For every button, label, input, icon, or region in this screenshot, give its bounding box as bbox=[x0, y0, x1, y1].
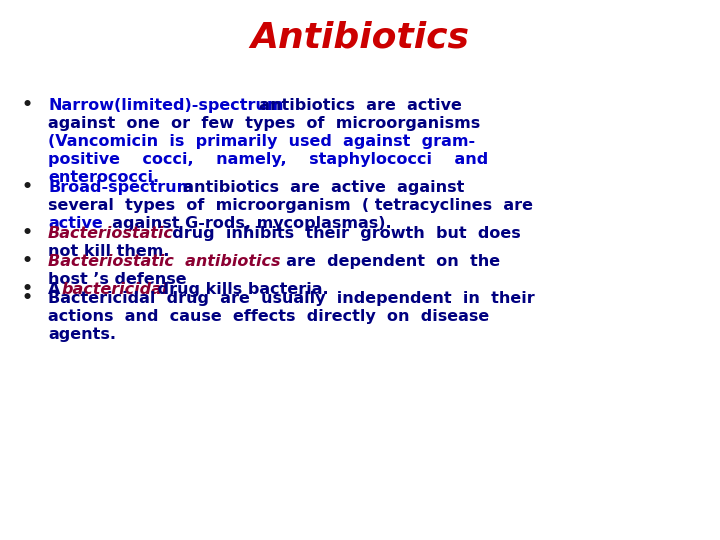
Text: Bacteriostatic: Bacteriostatic bbox=[48, 226, 174, 241]
Text: host ’s defense: host ’s defense bbox=[48, 272, 186, 287]
Text: actions  and  cause  effects  directly  on  disease: actions and cause effects directly on di… bbox=[48, 309, 490, 325]
Text: Antibiotics: Antibiotics bbox=[251, 21, 469, 55]
Text: antibiotics  are  active  against: antibiotics are active against bbox=[172, 180, 464, 195]
Text: Narrow(limited)-spectrum: Narrow(limited)-spectrum bbox=[48, 98, 284, 113]
Text: A: A bbox=[48, 281, 66, 296]
Text: drug  inhibits  their  growth  but  does: drug inhibits their growth but does bbox=[161, 226, 521, 241]
Text: •: • bbox=[22, 178, 33, 196]
Text: against G-rods, mycoplasmas).: against G-rods, mycoplasmas). bbox=[101, 216, 392, 231]
Text: several  types  of  microorganism  ( tetracyclines  are: several types of microorganism ( tetracy… bbox=[48, 198, 533, 213]
Text: are  dependent  on  the: are dependent on the bbox=[275, 254, 500, 269]
Text: positive    cocci,    namely,    staphylococci    and: positive cocci, namely, staphylococci an… bbox=[48, 152, 488, 167]
Text: Bactericidal  drug  are  usually  independent  in  their: Bactericidal drug are usually independen… bbox=[48, 292, 535, 307]
Text: drug kills bacteria.: drug kills bacteria. bbox=[152, 281, 328, 296]
Text: enterococci.: enterococci. bbox=[48, 170, 159, 185]
Text: antibiotics  are  active: antibiotics are active bbox=[248, 98, 462, 113]
Text: Bacteriostatic  antibiotics: Bacteriostatic antibiotics bbox=[48, 254, 281, 269]
Text: bactericidal: bactericidal bbox=[62, 281, 168, 296]
Text: active: active bbox=[48, 216, 103, 231]
Text: (Vancomicin  is  primarily  used  against  gram-: (Vancomicin is primarily used against gr… bbox=[48, 134, 475, 149]
Text: against  one  or  few  types  of  microorganisms: against one or few types of microorganis… bbox=[48, 116, 480, 131]
Text: •: • bbox=[22, 280, 33, 298]
Text: •: • bbox=[22, 96, 33, 114]
Text: not kill them.: not kill them. bbox=[48, 244, 169, 259]
Text: •: • bbox=[22, 289, 33, 307]
Text: •: • bbox=[22, 224, 33, 242]
Text: •: • bbox=[22, 252, 33, 269]
Text: agents.: agents. bbox=[48, 327, 116, 342]
Text: Broad-spectrum: Broad-spectrum bbox=[48, 180, 193, 195]
